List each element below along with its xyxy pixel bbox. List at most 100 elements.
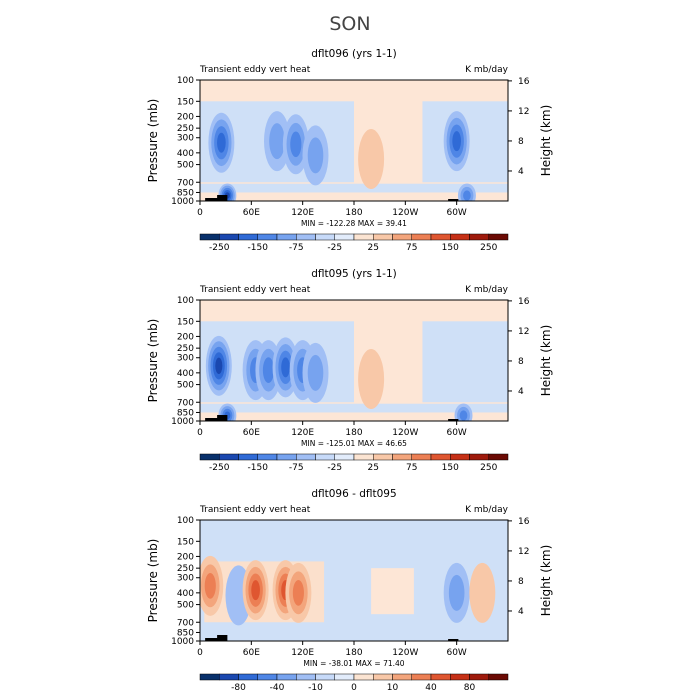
colorbar-segment xyxy=(450,233,470,241)
contour-blob xyxy=(463,190,471,201)
colorbar-segment xyxy=(488,453,509,461)
y-tick-label: 500 xyxy=(177,161,194,171)
y-tick-label: 200 xyxy=(177,332,194,342)
colorbar-segment xyxy=(353,453,374,461)
x-tick-label: 60W xyxy=(446,208,466,218)
panel-field-label: Transient eddy vert heat xyxy=(199,505,311,515)
colorbar-segment xyxy=(353,673,374,681)
contour-blob xyxy=(262,357,275,384)
x-tick-label: 180 xyxy=(345,428,362,438)
contour-blob xyxy=(217,132,226,153)
x-tick-label: 0 xyxy=(197,428,203,438)
y-tick-label: 150 xyxy=(177,537,194,547)
colorbar-label: -75 xyxy=(289,463,304,473)
colorbar-segment xyxy=(199,673,220,681)
panel-units-label: K mb/day xyxy=(465,65,509,75)
y-axis-label: Pressure (mb) xyxy=(146,319,160,403)
colorbar-segment xyxy=(469,453,489,461)
colorbar-segment xyxy=(219,453,239,461)
y-right-tick-label: 16 xyxy=(518,517,530,527)
terrain xyxy=(217,415,228,421)
panel-field-label: Transient eddy vert heat xyxy=(199,65,311,75)
x-tick-label: 120W xyxy=(392,428,418,438)
y-axis-label: Pressure (mb) xyxy=(146,539,160,623)
colorbar-segment xyxy=(199,453,220,461)
colorbar-label: 250 xyxy=(480,243,497,253)
contour-blob xyxy=(292,579,304,606)
y-tick-label: 850 xyxy=(177,628,194,638)
colorbar-label: 75 xyxy=(406,243,417,253)
colorbar-label: 0 xyxy=(351,683,357,693)
field-band xyxy=(200,403,508,413)
y-tick-label: 1000 xyxy=(171,417,194,427)
y-right-axis-label: Height (km) xyxy=(539,105,553,176)
panel-units-label: K mb/day xyxy=(465,285,509,295)
x-tick-label: 60E xyxy=(243,648,260,658)
figure-title: SON xyxy=(329,13,370,35)
colorbar-segment xyxy=(334,453,355,461)
colorbar-segment xyxy=(257,673,278,681)
colorbar-label: -150 xyxy=(248,243,269,253)
y-tick-label: 300 xyxy=(177,354,194,364)
panel-units-label: K mb/day xyxy=(465,505,509,515)
y-tick-label: 1000 xyxy=(171,197,194,207)
colorbar-segment xyxy=(276,673,297,681)
x-tick-label: 180 xyxy=(345,208,362,218)
colorbar-label: 80 xyxy=(464,683,476,693)
colorbar-label: -25 xyxy=(327,463,342,473)
field-band xyxy=(371,568,414,615)
y-tick-label: 100 xyxy=(177,516,194,526)
terrain xyxy=(448,639,459,641)
colorbar-label: 40 xyxy=(425,683,437,693)
y-tick-label: 150 xyxy=(177,317,194,327)
colorbar-segment xyxy=(315,233,335,241)
terrain xyxy=(205,638,226,641)
y-tick-label: 500 xyxy=(177,601,194,611)
y-tick-label: 150 xyxy=(177,97,194,107)
panel-title: dflt096 (yrs 1-1) xyxy=(311,48,396,60)
y-right-tick-label: 16 xyxy=(518,77,530,87)
colorbar-segment xyxy=(238,233,258,241)
colorbar-segment xyxy=(276,233,297,241)
stats-label: MIN = -125.01 MAX = 46.65 xyxy=(301,439,407,448)
colorbar-segment xyxy=(353,233,374,241)
y-tick-label: 200 xyxy=(177,112,194,122)
colorbar-segment xyxy=(373,673,393,681)
colorbar-label: -150 xyxy=(248,463,269,473)
colorbar-segment xyxy=(488,233,509,241)
plot-area xyxy=(200,80,508,201)
colorbar-segment xyxy=(392,453,412,461)
y-right-tick-label: 4 xyxy=(518,607,524,617)
contour-blob xyxy=(452,131,461,152)
colorbar-segment xyxy=(315,673,335,681)
y-tick-label: 300 xyxy=(177,134,194,144)
panel-title: dflt095 (yrs 1-1) xyxy=(311,268,396,280)
contour-blob xyxy=(358,349,385,410)
y-tick-label: 250 xyxy=(177,564,194,574)
contour-blob xyxy=(307,354,324,391)
colorbar-segment xyxy=(430,233,451,241)
panel-title: dflt096 - dflt095 xyxy=(311,488,396,500)
x-tick-label: 60E xyxy=(243,428,260,438)
colorbar-segment xyxy=(450,673,470,681)
contour-blob xyxy=(269,123,285,160)
y-tick-label: 400 xyxy=(177,369,194,379)
colorbar-segment xyxy=(199,233,220,241)
colorbar-label: 10 xyxy=(387,683,399,693)
colorbar-segment xyxy=(392,233,412,241)
y-tick-label: 250 xyxy=(177,344,194,354)
colorbar-label: -80 xyxy=(231,683,246,693)
colorbar-label: 75 xyxy=(406,463,417,473)
terrain xyxy=(448,419,459,421)
x-tick-label: 120E xyxy=(291,208,314,218)
contour-blob xyxy=(358,129,385,190)
panel-2: dflt095 (yrs 1-1)Transient eddy vert hea… xyxy=(146,268,553,473)
colorbar-label: -40 xyxy=(270,683,285,693)
colorbar-segment xyxy=(276,453,297,461)
terrain xyxy=(448,199,459,201)
colorbar-label: 25 xyxy=(368,463,379,473)
field-band xyxy=(200,183,508,193)
y-right-tick-label: 12 xyxy=(518,327,529,337)
contour-blob xyxy=(459,410,468,421)
